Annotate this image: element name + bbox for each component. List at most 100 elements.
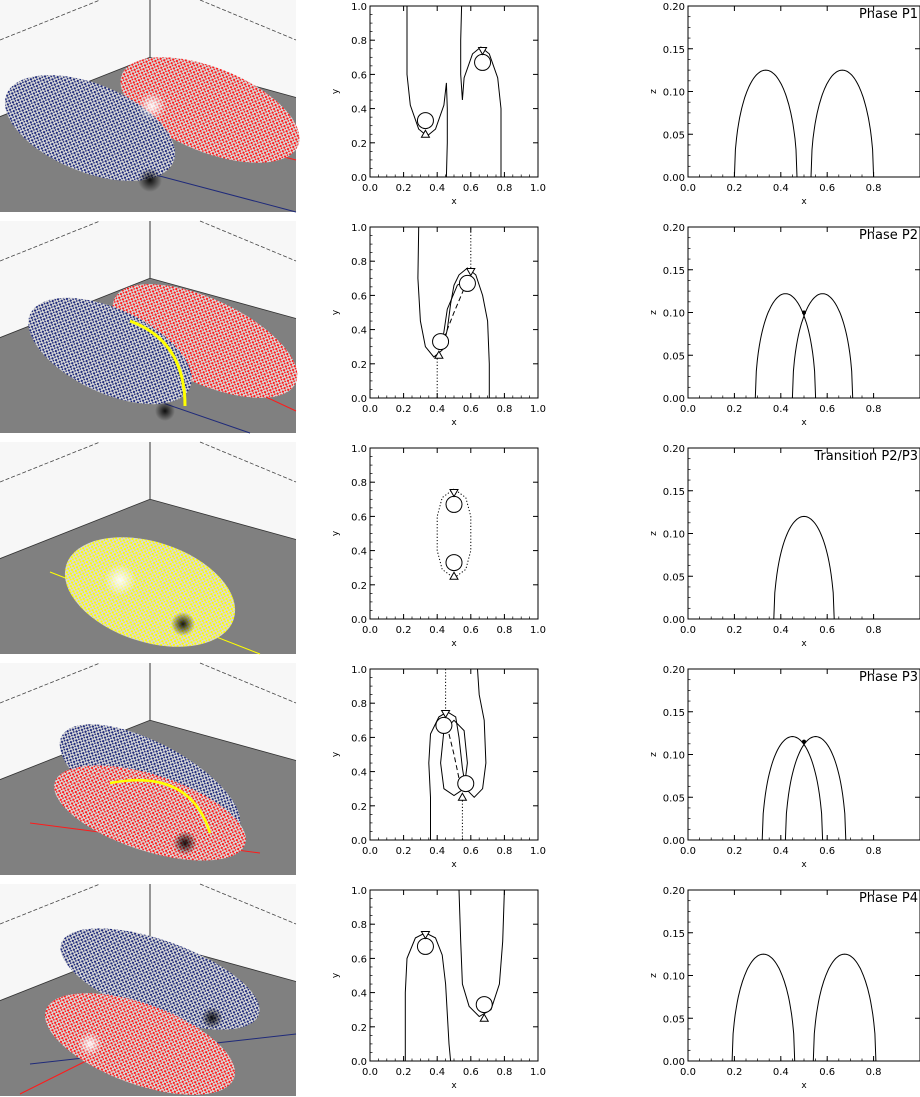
crossing-point-marker <box>802 739 806 744</box>
y-tick-label: 0.6 <box>351 291 367 302</box>
y-axis-label: y <box>331 88 341 94</box>
y-tick-label: 0.05 <box>663 793 685 804</box>
x-tick-label: 0.6 <box>463 404 479 415</box>
x-axis-label: x <box>451 197 457 207</box>
y-tick-label: 0.0 <box>351 394 367 405</box>
xy_axes-frame <box>369 889 539 1062</box>
y-axis-label: z <box>649 973 659 978</box>
x-axis-label: x <box>451 1081 457 1091</box>
triangle-up-marker <box>449 571 459 580</box>
xz-panel: 0.0 0.2 0.4 0.6 0.8 0.00 0.05 0.10 0.15 0.20 x z Tra… <box>649 444 920 649</box>
x-tick-label: 0.2 <box>396 625 412 636</box>
y-tick-label: 1.0 <box>351 444 367 455</box>
y-tick-label: 0.15 <box>663 929 685 940</box>
shadow <box>138 168 162 192</box>
y-axis-label: z <box>649 752 659 757</box>
y-tick-label: 0.8 <box>351 257 367 268</box>
x-tick-label: 0.0 <box>362 1067 378 1078</box>
x-tick-label: 1.0 <box>530 1067 546 1078</box>
figure-row-3: 0.0 0.2 0.4 0.6 0.8 1.00.00.20.40.60.81.0xy0.… <box>0 441 920 655</box>
x-tick-label: 0.4 <box>773 846 789 857</box>
field-line-solid <box>404 932 452 1062</box>
xz-panel: 0.0 0.2 0.4 0.6 0.8 0.00 0.05 0.10 0.15 0.20 x z Pha… <box>649 223 920 428</box>
footpoint-circle <box>458 274 476 292</box>
y-tick-label: 0.0 <box>351 173 367 184</box>
y-tick-label: 1.0 <box>351 886 367 897</box>
loop-red-surface <box>54 765 246 861</box>
y-tick-label: 0.8 <box>351 699 367 710</box>
x-tick-label: 0.6 <box>463 1067 479 1078</box>
y-tick-label: 0.15 <box>663 45 685 56</box>
x-tick-label: 0.8 <box>866 846 882 857</box>
loop-right-surface <box>112 284 298 398</box>
footpoint-circle <box>432 333 450 351</box>
y-tick-label: 0.10 <box>663 530 685 541</box>
x-tick-label: 0.6 <box>463 846 479 857</box>
x-axis-label: x <box>801 1081 807 1091</box>
panel-title: Phase P4 <box>859 891 918 906</box>
triangle-up-marker <box>420 129 431 138</box>
xy-panel: 0.0 0.2 0.4 0.6 0.8 1.0 0.0 0.2 0.4 0.6 0.8 1.0 x y <box>331 886 546 1091</box>
y-tick-label: 0.4 <box>351 989 367 1000</box>
y-tick-label: 0.4 <box>351 768 367 779</box>
panel-title: Transition P2/P3 <box>813 449 918 464</box>
field-line-solid <box>428 668 487 840</box>
x-axis-label: x <box>451 639 457 649</box>
loop-arch <box>791 293 854 399</box>
footpoint-circle <box>445 554 463 572</box>
field-line-solid <box>406 6 448 178</box>
contact-line <box>109 778 212 834</box>
x-tick-label: 0.2 <box>396 1067 412 1078</box>
panel-title: Phase P2 <box>859 228 918 243</box>
x-tick-label: 0.0 <box>680 625 696 636</box>
x-tick-label: 0.8 <box>866 1067 882 1078</box>
triangle-down-marker <box>440 709 451 719</box>
triangle-down-marker <box>465 267 476 277</box>
x-tick-label: 1.0 <box>530 183 546 194</box>
floor-edge <box>149 277 297 319</box>
x-tick-label: 0.4 <box>429 404 445 415</box>
y-axis-label: y <box>331 309 341 315</box>
xy-panel: 0.0 0.2 0.4 0.6 0.8 1.0 0.0 0.2 0.4 0.6 0.8 1.0 x y <box>331 223 546 428</box>
y-axis-label: z <box>649 89 659 94</box>
floor-edge <box>149 719 297 761</box>
y-tick-label: 0.0 <box>351 1057 367 1068</box>
xz-panel: 0.0 0.2 0.4 0.6 0.8 0.00 0.05 0.10 0.15 0.20 x z Pha… <box>649 886 920 1091</box>
x-tick-label: 0.4 <box>429 1067 445 1078</box>
y-tick-label: 0.4 <box>351 105 367 116</box>
back-axis-line <box>199 220 297 262</box>
y-tick-label: 0.8 <box>351 478 367 489</box>
y-tick-label: 1.0 <box>351 2 367 13</box>
figure-row-1: 0.0 0.2 0.4 0.6 0.8 1.00.00.20.40.60.81.0xy0.… <box>0 0 920 213</box>
xz_axes-frame <box>687 668 920 841</box>
y-axis-label: y <box>331 972 341 978</box>
xz-panel: 0.0 0.2 0.4 0.6 0.8 0.00 0.05 0.10 0.15 0.20 x z Pha… <box>649 2 920 207</box>
y-tick-label: 0.6 <box>351 733 367 744</box>
y-tick-label: 0.4 <box>351 326 367 337</box>
shadow <box>171 612 195 636</box>
field-line-dashed <box>448 733 460 779</box>
x-tick-label: 0.2 <box>396 183 412 194</box>
xy_axes-frame <box>369 5 539 178</box>
x-axis-label: x <box>451 860 457 870</box>
back-axis-line <box>199 883 297 925</box>
triangle-up-marker <box>479 1013 490 1022</box>
loop-left-surface <box>28 297 192 405</box>
x-tick-label: 0.8 <box>866 404 882 415</box>
field-line-dashed <box>443 288 465 339</box>
field-line-solid <box>417 226 490 398</box>
y-tick-label: 0.20 <box>663 665 685 676</box>
xz_axes-frame <box>687 889 920 1062</box>
x-tick-label: 0.2 <box>726 625 742 636</box>
x-tick-label: 0.4 <box>773 625 789 636</box>
xy-panel: 0.0 0.2 0.4 0.6 0.8 1.0 0.0 0.2 0.4 0.6 0.8 1.0 x y <box>331 444 546 649</box>
loop-arch <box>754 293 817 399</box>
y-tick-label: 0.6 <box>351 512 367 523</box>
y-tick-label: 1.0 <box>351 223 367 234</box>
y-tick-label: 0.05 <box>663 572 685 583</box>
x-tick-label: 0.8 <box>496 1067 512 1078</box>
y-tick-label: 0.20 <box>663 2 685 13</box>
highlight <box>104 564 136 596</box>
triangle-down-marker <box>420 930 431 940</box>
x-tick-label: 0.0 <box>362 846 378 857</box>
